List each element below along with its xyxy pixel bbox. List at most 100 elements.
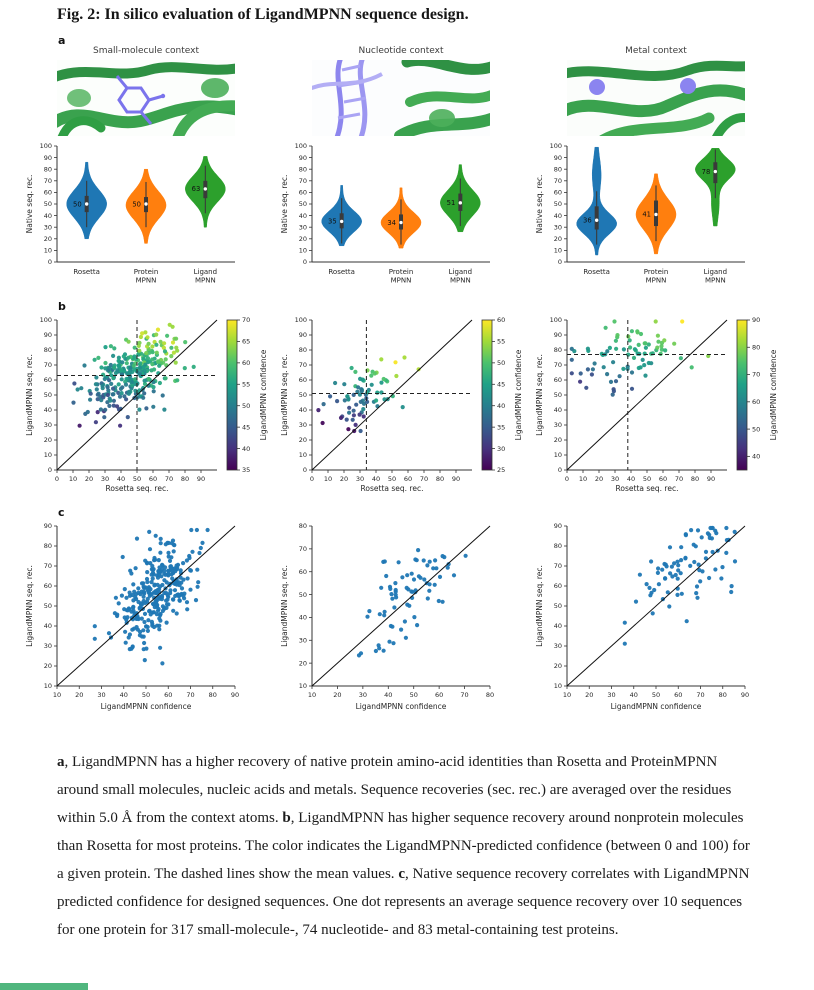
- svg-text:40: 40: [117, 475, 125, 483]
- svg-text:LigandMPNN seq. rec.: LigandMPNN seq. rec.: [535, 354, 544, 436]
- svg-text:70: 70: [696, 691, 704, 699]
- svg-text:50: 50: [299, 200, 307, 208]
- svg-text:30: 30: [299, 421, 307, 429]
- svg-text:Protein: Protein: [644, 268, 669, 276]
- svg-text:80: 80: [44, 165, 52, 173]
- svg-text:50: 50: [410, 691, 418, 699]
- svg-text:40: 40: [630, 691, 638, 699]
- svg-text:40: 40: [384, 691, 392, 699]
- svg-text:Rosetta seq. rec.: Rosetta seq. rec.: [616, 484, 679, 493]
- panel-label-a: a: [58, 34, 66, 47]
- svg-text:80: 80: [554, 346, 562, 354]
- svg-text:80: 80: [719, 691, 727, 699]
- svg-text:Rosetta seq. rec.: Rosetta seq. rec.: [361, 484, 424, 493]
- svg-text:80: 80: [436, 475, 444, 483]
- svg-text:50: 50: [643, 475, 651, 483]
- svg-text:Protein: Protein: [389, 268, 414, 276]
- svg-text:45: 45: [497, 380, 505, 388]
- svg-text:30: 30: [554, 223, 562, 231]
- svg-text:60: 60: [554, 376, 562, 384]
- svg-text:65: 65: [242, 338, 250, 346]
- svg-text:55: 55: [242, 380, 250, 388]
- svg-text:50: 50: [299, 391, 307, 399]
- svg-text:30: 30: [97, 691, 105, 699]
- svg-text:100: 100: [550, 142, 562, 150]
- svg-text:20: 20: [299, 235, 307, 243]
- svg-text:10: 10: [69, 475, 77, 483]
- svg-text:50: 50: [242, 402, 250, 410]
- svg-text:80: 80: [299, 522, 307, 530]
- svg-text:0: 0: [303, 258, 307, 266]
- svg-text:80: 80: [181, 475, 189, 483]
- svg-text:40: 40: [752, 453, 760, 461]
- svg-text:10: 10: [554, 451, 562, 459]
- svg-text:10: 10: [554, 247, 562, 255]
- structure-thumbnail-nucleotide: [312, 60, 490, 136]
- svg-text:10: 10: [299, 247, 307, 255]
- svg-text:50: 50: [652, 691, 660, 699]
- svg-text:MPNN: MPNN: [136, 277, 157, 285]
- svg-text:10: 10: [299, 682, 307, 690]
- svg-text:50: 50: [44, 391, 52, 399]
- svg-text:Protein: Protein: [134, 268, 159, 276]
- svg-text:0: 0: [55, 475, 59, 483]
- svg-text:40: 40: [44, 212, 52, 220]
- svg-text:10: 10: [563, 691, 571, 699]
- small-molecule-ligand-icon: [115, 75, 166, 125]
- svg-text:90: 90: [554, 522, 562, 530]
- svg-text:60: 60: [752, 398, 760, 406]
- svg-text:70: 70: [675, 475, 683, 483]
- svg-text:60: 60: [164, 691, 172, 699]
- svg-text:20: 20: [75, 691, 83, 699]
- svg-text:20: 20: [299, 659, 307, 667]
- svg-text:60: 60: [44, 376, 52, 384]
- svg-text:50: 50: [142, 691, 150, 699]
- svg-text:Native seq. rec.: Native seq. rec.: [280, 175, 289, 234]
- svg-text:70: 70: [420, 475, 428, 483]
- svg-text:70: 70: [554, 177, 562, 185]
- svg-text:34: 34: [387, 219, 396, 227]
- svg-text:35: 35: [242, 466, 250, 474]
- svg-text:60: 60: [299, 568, 307, 576]
- panel-a-column-metal: Metal context 0 10 20 30 40 50 60 70 80 90 100 Nati…: [531, 46, 781, 305]
- svg-text:40: 40: [299, 614, 307, 622]
- scatter-b-small-molecule: 0 10 20 30 40 50 60 70 80 90 100 0 10 20 30 40 50 60 70 80 9…: [25, 316, 268, 493]
- svg-text:36: 36: [583, 217, 592, 225]
- svg-text:45: 45: [242, 423, 250, 431]
- svg-text:60: 60: [242, 359, 250, 367]
- metal-ion-icon: [589, 79, 605, 95]
- svg-text:40: 40: [299, 212, 307, 220]
- svg-text:0: 0: [310, 475, 314, 483]
- svg-text:MPNN: MPNN: [705, 277, 726, 285]
- svg-text:0: 0: [48, 258, 52, 266]
- svg-text:90: 90: [231, 691, 239, 699]
- svg-text:50: 50: [132, 200, 141, 208]
- svg-text:60: 60: [435, 691, 443, 699]
- svg-text:100: 100: [40, 142, 52, 150]
- svg-text:Native seq. rec.: Native seq. rec.: [25, 175, 34, 234]
- svg-text:Rosetta: Rosetta: [328, 268, 355, 276]
- svg-text:50: 50: [554, 200, 562, 208]
- svg-text:90: 90: [197, 475, 205, 483]
- svg-text:41: 41: [642, 211, 651, 219]
- svg-text:80: 80: [554, 165, 562, 173]
- svg-text:90: 90: [44, 331, 52, 339]
- svg-text:35: 35: [497, 423, 505, 431]
- svg-text:30: 30: [356, 475, 364, 483]
- svg-text:70: 70: [299, 177, 307, 185]
- svg-text:80: 80: [44, 542, 52, 550]
- svg-text:60: 60: [674, 691, 682, 699]
- bottom-partial-element[interactable]: [0, 983, 88, 990]
- svg-text:60: 60: [299, 376, 307, 384]
- svg-text:10: 10: [324, 475, 332, 483]
- svg-text:30: 30: [554, 421, 562, 429]
- nucleic-acid-strands-icon: [312, 60, 383, 136]
- svg-text:20: 20: [44, 436, 52, 444]
- svg-text:10: 10: [53, 691, 61, 699]
- svg-text:20: 20: [44, 235, 52, 243]
- svg-text:50: 50: [752, 425, 760, 433]
- svg-text:20: 20: [299, 436, 307, 444]
- panel-label-b: b: [58, 300, 66, 313]
- svg-text:80: 80: [486, 691, 494, 699]
